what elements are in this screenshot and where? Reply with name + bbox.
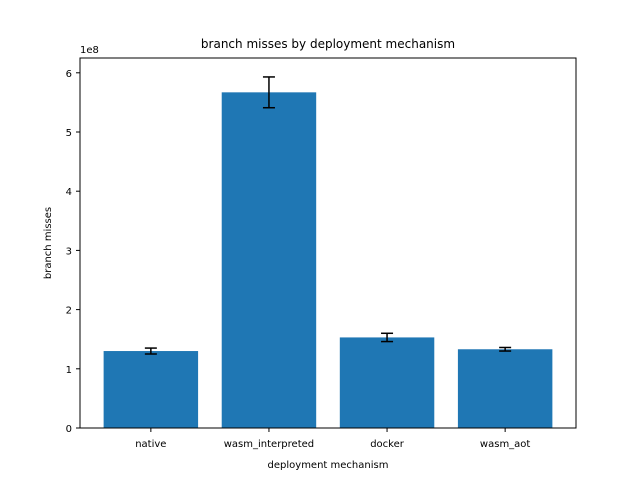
bar-wasm_aot [457, 349, 553, 428]
x-axis-label: deployment mechanism [268, 460, 389, 471]
x-axis-ticks: native wasm_interpreted docker wasm_aot [135, 428, 530, 450]
y-tick-label-6: 6 [66, 69, 72, 80]
errorbars-group [144, 76, 512, 355]
y-axis-label: branch misses [43, 207, 54, 279]
plot-frame [79, 57, 577, 429]
y-tick-label-2: 2 [66, 306, 72, 317]
bars-group [103, 92, 553, 428]
y-tick-label-4: 4 [66, 187, 72, 198]
y-tick-label-0: 0 [66, 424, 72, 435]
x-tick-label-wasm_interpreted: wasm_interpreted [224, 439, 314, 450]
bar-docker [339, 337, 435, 428]
bar-wasm_interpreted [221, 92, 317, 428]
y-tick-label-3: 3 [66, 246, 72, 257]
y-tick-label-5: 5 [66, 128, 72, 139]
chart-title: branch misses by deployment mechanism [201, 37, 455, 51]
bar-native [103, 351, 199, 428]
x-tick-label-native: native [135, 439, 166, 450]
x-tick-label-wasm_aot: wasm_aot [480, 439, 531, 450]
y-tick-label-1: 1 [66, 365, 72, 376]
y-offset-label: 1e8 [80, 45, 99, 56]
y-axis-ticks: 0 1 2 3 4 5 6 [66, 69, 80, 435]
x-tick-label-docker: docker [370, 439, 405, 450]
